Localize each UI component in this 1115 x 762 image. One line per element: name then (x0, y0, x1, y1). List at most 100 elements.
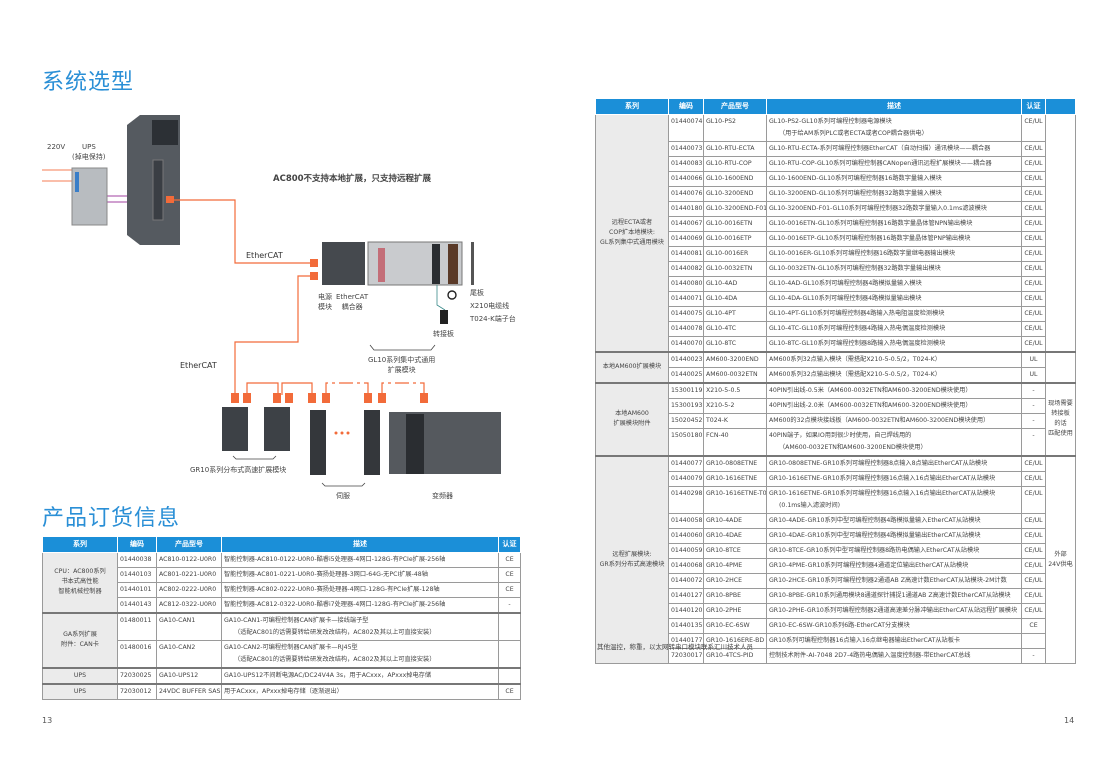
ethercat-cable (325, 382, 369, 395)
description-cell: GR10-0808ETNE-GR10系列可编程控制器8点输入8点输出EtherC… (766, 454, 1022, 472)
model-cell: GR10-4ADE (703, 512, 767, 529)
certification-cell (498, 639, 521, 668)
certification-cell (498, 666, 521, 684)
description-line: 控制技术附件-AI-7048 2D7-4路热电偶输入温度控制器-带EtherCA… (769, 651, 971, 659)
text-line: CPU：AC800系列 (54, 568, 106, 575)
description-line: GR10-4ADE-GR10系列中型可编程控制器4路模拟量输入EtherCAT从… (769, 516, 981, 524)
description-line: AM600的32点模块接线板（AM600-0032ETN和AM600-3200E… (769, 416, 990, 424)
code-cell: 01440068 (668, 557, 704, 574)
description-line: 智能控制器-AC802-0222-U0R0-赛扬处理器-4网口-128G-有PC… (224, 585, 440, 593)
code-cell: 01440080 (668, 275, 704, 292)
table-row: 01440177 GR10-1616ERE-BD GR10系列可编程控制器16点输入… (596, 632, 1076, 649)
page-number: 14 (1064, 716, 1075, 725)
series-cell: UPS (42, 682, 118, 700)
table-row: 01440069 GL10-0016ETP GL10-0016ETP-GL10系列可… (596, 230, 1076, 247)
model-cell: GL10-4PT (703, 305, 767, 322)
description-cell: GL10-0016ER-GL10系列可编程控制器16路数字量继电器输出模块 (766, 245, 1022, 262)
certification-cell: CE/UL (1021, 485, 1046, 514)
description-cell: GL10-0016ETN-GL10系列可编程控制器16路数字量晶体管NPN输出模… (766, 215, 1022, 232)
code-cell: 01440120 (668, 602, 704, 619)
description-line: 智能控制器-AC812-0322-U0R0-酷睿i7处理器-4网口-128G-有… (224, 600, 446, 608)
page-number: 13 (42, 716, 53, 725)
certification-cell: CE/UL (1021, 587, 1046, 604)
text-line: 匹配使用 (1048, 430, 1073, 437)
controller-display (152, 120, 178, 145)
coupler-label: EtherCAT 耦合器 (336, 293, 369, 311)
footnote: 其他温控，称重，以太网转串口模块联系汇川技术人员 (597, 643, 753, 651)
gl10-group-label: GL10系列集中式通用 扩展模块 (368, 356, 436, 374)
note-cell: 外部 24V供电 (1045, 454, 1076, 664)
code-cell: 72030012 (117, 682, 157, 700)
description-line: GL10-4PT-GL10系列可编程控制器4路输入热电阻温度检测模块 (769, 309, 945, 317)
ethercat-cable (234, 275, 312, 395)
code-cell: 01440081 (668, 245, 704, 262)
ethercat-cable (381, 382, 425, 395)
model-cell: GL10-RTU-ECTA (703, 140, 767, 157)
io-module-dark (432, 244, 440, 284)
table-row: 15020452 T024-K AM600的32点模块接线板（AM600-0032E… (596, 412, 1076, 429)
code-cell: 72030025 (117, 666, 157, 684)
description-line: GR10-1616ETNE-GR10系列可编程控制器16点输入16点输出Ethe… (769, 489, 996, 497)
certification-cell: CE/UL (1021, 260, 1046, 277)
model-cell: GR10-4PME (703, 557, 767, 574)
certification-cell: - (1021, 397, 1046, 414)
certification-cell: CE/UL (1021, 320, 1046, 337)
text-line: UPS (73, 687, 87, 695)
model-cell: GR10-1616ETNE-T01 (703, 485, 767, 514)
certification-cell: CE (498, 682, 521, 700)
x210-cable (436, 285, 446, 311)
gr10-group-label: GR10系列分布式高速扩展模块 (190, 466, 287, 474)
servo-label: 伺服 (336, 492, 350, 500)
model-cell: GR10-2PHE (703, 602, 767, 619)
description-line: GR10-8TCE-GR10系列中型可编程控制器8路热电偶输入EtherCAT从… (769, 546, 980, 554)
cable-coil (447, 290, 457, 300)
ups-label: UPS (82, 143, 96, 151)
model-cell: GL10-4TC (703, 320, 767, 337)
description-line: GL10-0016ETN-GL10系列可编程控制器16路数字量晶体管NPN输出模… (769, 219, 973, 227)
code-cell: 01440072 (668, 572, 704, 589)
description-line: GA10-UPS12不间断电源AC/DC24V4A 3s，用于ACxxx，APx… (224, 671, 432, 679)
code-cell: 01440127 (668, 587, 704, 604)
text-line: 外部 (1054, 550, 1067, 558)
ups-label-strip (75, 172, 79, 192)
description-line: GR10-EC-6SW-GR10系列6路-EtherCAT分支模块 (769, 621, 910, 629)
certification-cell: CE/UL (1021, 557, 1046, 574)
table-row: 01440083 GL10-RTU-COP GL10-RTU-COP-GL10系列可… (596, 155, 1076, 172)
text-line: 书本式高性能 (61, 578, 99, 585)
description-line: （用于给AM系列PLC或者ECTA或者COP耦合器供电） (779, 129, 928, 137)
model-cell: GR10-1616ETNE (703, 470, 767, 487)
description-cell: AM600的32点模块接线板（AM600-0032ETN和AM600-3200E… (766, 412, 1022, 429)
model-cell: GR10-8TCE (703, 542, 767, 559)
table-row: 远程ECTA或者 COP扩本地模块: GL系列集中式通用模块 01440074 GL10… (595, 113, 1076, 352)
gr10-module (222, 407, 248, 451)
table-row: 远程扩展模块: GR系列分布式高速模块 01440077 GR10-0808ETNE G… (595, 454, 1076, 664)
model-cell: GR10-2HCE (703, 572, 767, 589)
certification-cell: CE (498, 566, 521, 583)
description-cell: GR10-2HCE-GR10系列可编程控制器2通道AB Z高速计数EtherCA… (766, 572, 1022, 589)
model-cell: X210-5-0.5 (703, 381, 767, 399)
description-cell: GL10-RTU-COP-GL10系列可编程控制器CANopen通讯远程扩展模块… (766, 155, 1022, 172)
description-line: 40PIN端子，如果IO用到很少时使用，自己焊线用的 (769, 431, 912, 439)
model-cell: GL10-3200END (703, 185, 767, 202)
description-line: GL10-3200END-GL10系列可编程控制器32路数字量输入模块 (769, 189, 942, 197)
adapter-board (440, 310, 448, 324)
description-line: 智能控制器-AC801-0221-U0R0-赛扬处理器-3网口-64G-无PCI… (224, 570, 428, 578)
description-cell: 控制技术附件-AI-7048 2D7-4路热电偶输入温度控制器-带EtherCA… (766, 647, 1022, 664)
description-cell: GL10-1600END-GL10系列可编程控制器16路数字量输入模块 (766, 170, 1022, 187)
description-cell: GA10-CAN2-可编程控制器CAN扩展卡—RJ45型 （适配AC801的话需要… (221, 639, 499, 668)
gr10-module (264, 407, 290, 451)
certification-cell: CE (498, 581, 521, 598)
series-cell: 本地AM600扩展模块 (595, 350, 669, 383)
description-cell: 40PIN引出线-2.0米（AM600-0032ETN和AM600-3200EN… (766, 397, 1022, 414)
text-line: 附件：CAN卡 (61, 641, 99, 648)
certification-cell: CE/UL (1021, 245, 1046, 262)
order-info-title: 产品订货信息 (42, 506, 181, 531)
diagram-graphics (42, 115, 501, 487)
description-line: 40PIN引出线-0.5米（AM600-0032ETN和AM600-3200EN… (769, 386, 972, 394)
table-row: 01440075 GL10-4PT GL10-4PT-GL10系列可编程控制器4路输… (596, 305, 1076, 322)
description-line: GL10-8TC-GL10系列可编程控制器8路输入热电偶温度检测模块 (769, 339, 946, 347)
controller-ports (152, 159, 164, 221)
text-line: GR系列分布式高速模块 (599, 560, 665, 568)
description-line: GR10-4PME-GR10系列可编程控制器4通道定位输出EtherCAT从站模… (769, 561, 969, 569)
description-cell: GL10-0016ETP-GL10系列可编程控制器16路数字量晶体管PNP输出模… (766, 230, 1022, 247)
